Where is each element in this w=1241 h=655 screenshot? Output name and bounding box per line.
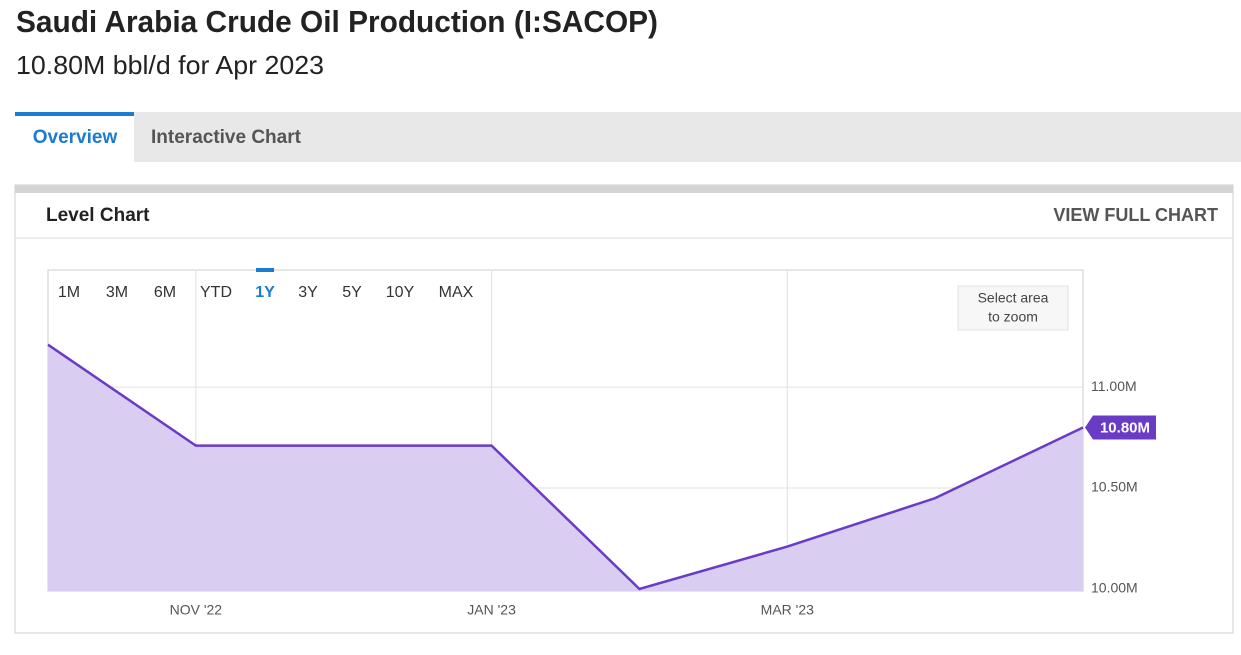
range-button[interactable]: 3Y — [298, 284, 318, 301]
range-button[interactable]: 1M — [58, 284, 80, 301]
zoom-hint-box — [957, 285, 1069, 331]
value-label: 10.80M — [1100, 419, 1150, 436]
line — [47, 343, 1084, 591]
zoom-hint: to zoom — [988, 309, 1038, 325]
range-button[interactable]: 6M — [154, 284, 176, 301]
card-title: Level Chart — [46, 205, 150, 226]
x-tick-label: MAR '23 — [761, 602, 814, 618]
range-button[interactable]: 1Y — [255, 284, 275, 301]
y-tick-label: 11.00M — [1091, 378, 1137, 394]
range-button[interactable]: MAX — [439, 284, 474, 301]
view-full-chart[interactable]: VIEW FULL CHART — [1053, 205, 1218, 225]
page-subtitle: 10.80M bbl/d for Apr 2023 — [16, 50, 324, 80]
tab[interactable]: Interactive Chart — [151, 127, 302, 148]
range-button[interactable]: 10Y — [386, 284, 415, 301]
range-button[interactable]: YTD — [200, 284, 232, 301]
y-tick-label: 10.50M — [1091, 479, 1138, 495]
range-active-bar — [256, 268, 274, 272]
range-button[interactable]: 3M — [106, 284, 128, 301]
page-title: Saudi Arabia Crude Oil Production (I:SAC… — [16, 4, 658, 39]
zoom-hint: Select area — [978, 290, 1049, 306]
tab-active-bg — [15, 112, 134, 162]
tab-active-bar — [15, 112, 134, 116]
tab[interactable]: Overview — [33, 127, 118, 148]
x-tick-label: JAN '23 — [467, 602, 516, 618]
area — [48, 344, 1083, 591]
card-top-strip — [15, 185, 1233, 193]
chart-controls: 1M 3M 6M YTD 1Y 3Y 5Y 10Y MAX Select area to zoom — [58, 268, 1069, 331]
x-tick-label: NOV '22 — [170, 602, 223, 618]
tab-bar — [15, 112, 1241, 162]
value-badge — [1085, 415, 1156, 440]
marks: 10.80M — [47, 343, 1156, 591]
range-button[interactable]: 5Y — [342, 284, 362, 301]
y-tick-label: 10.00M — [1091, 580, 1138, 596]
